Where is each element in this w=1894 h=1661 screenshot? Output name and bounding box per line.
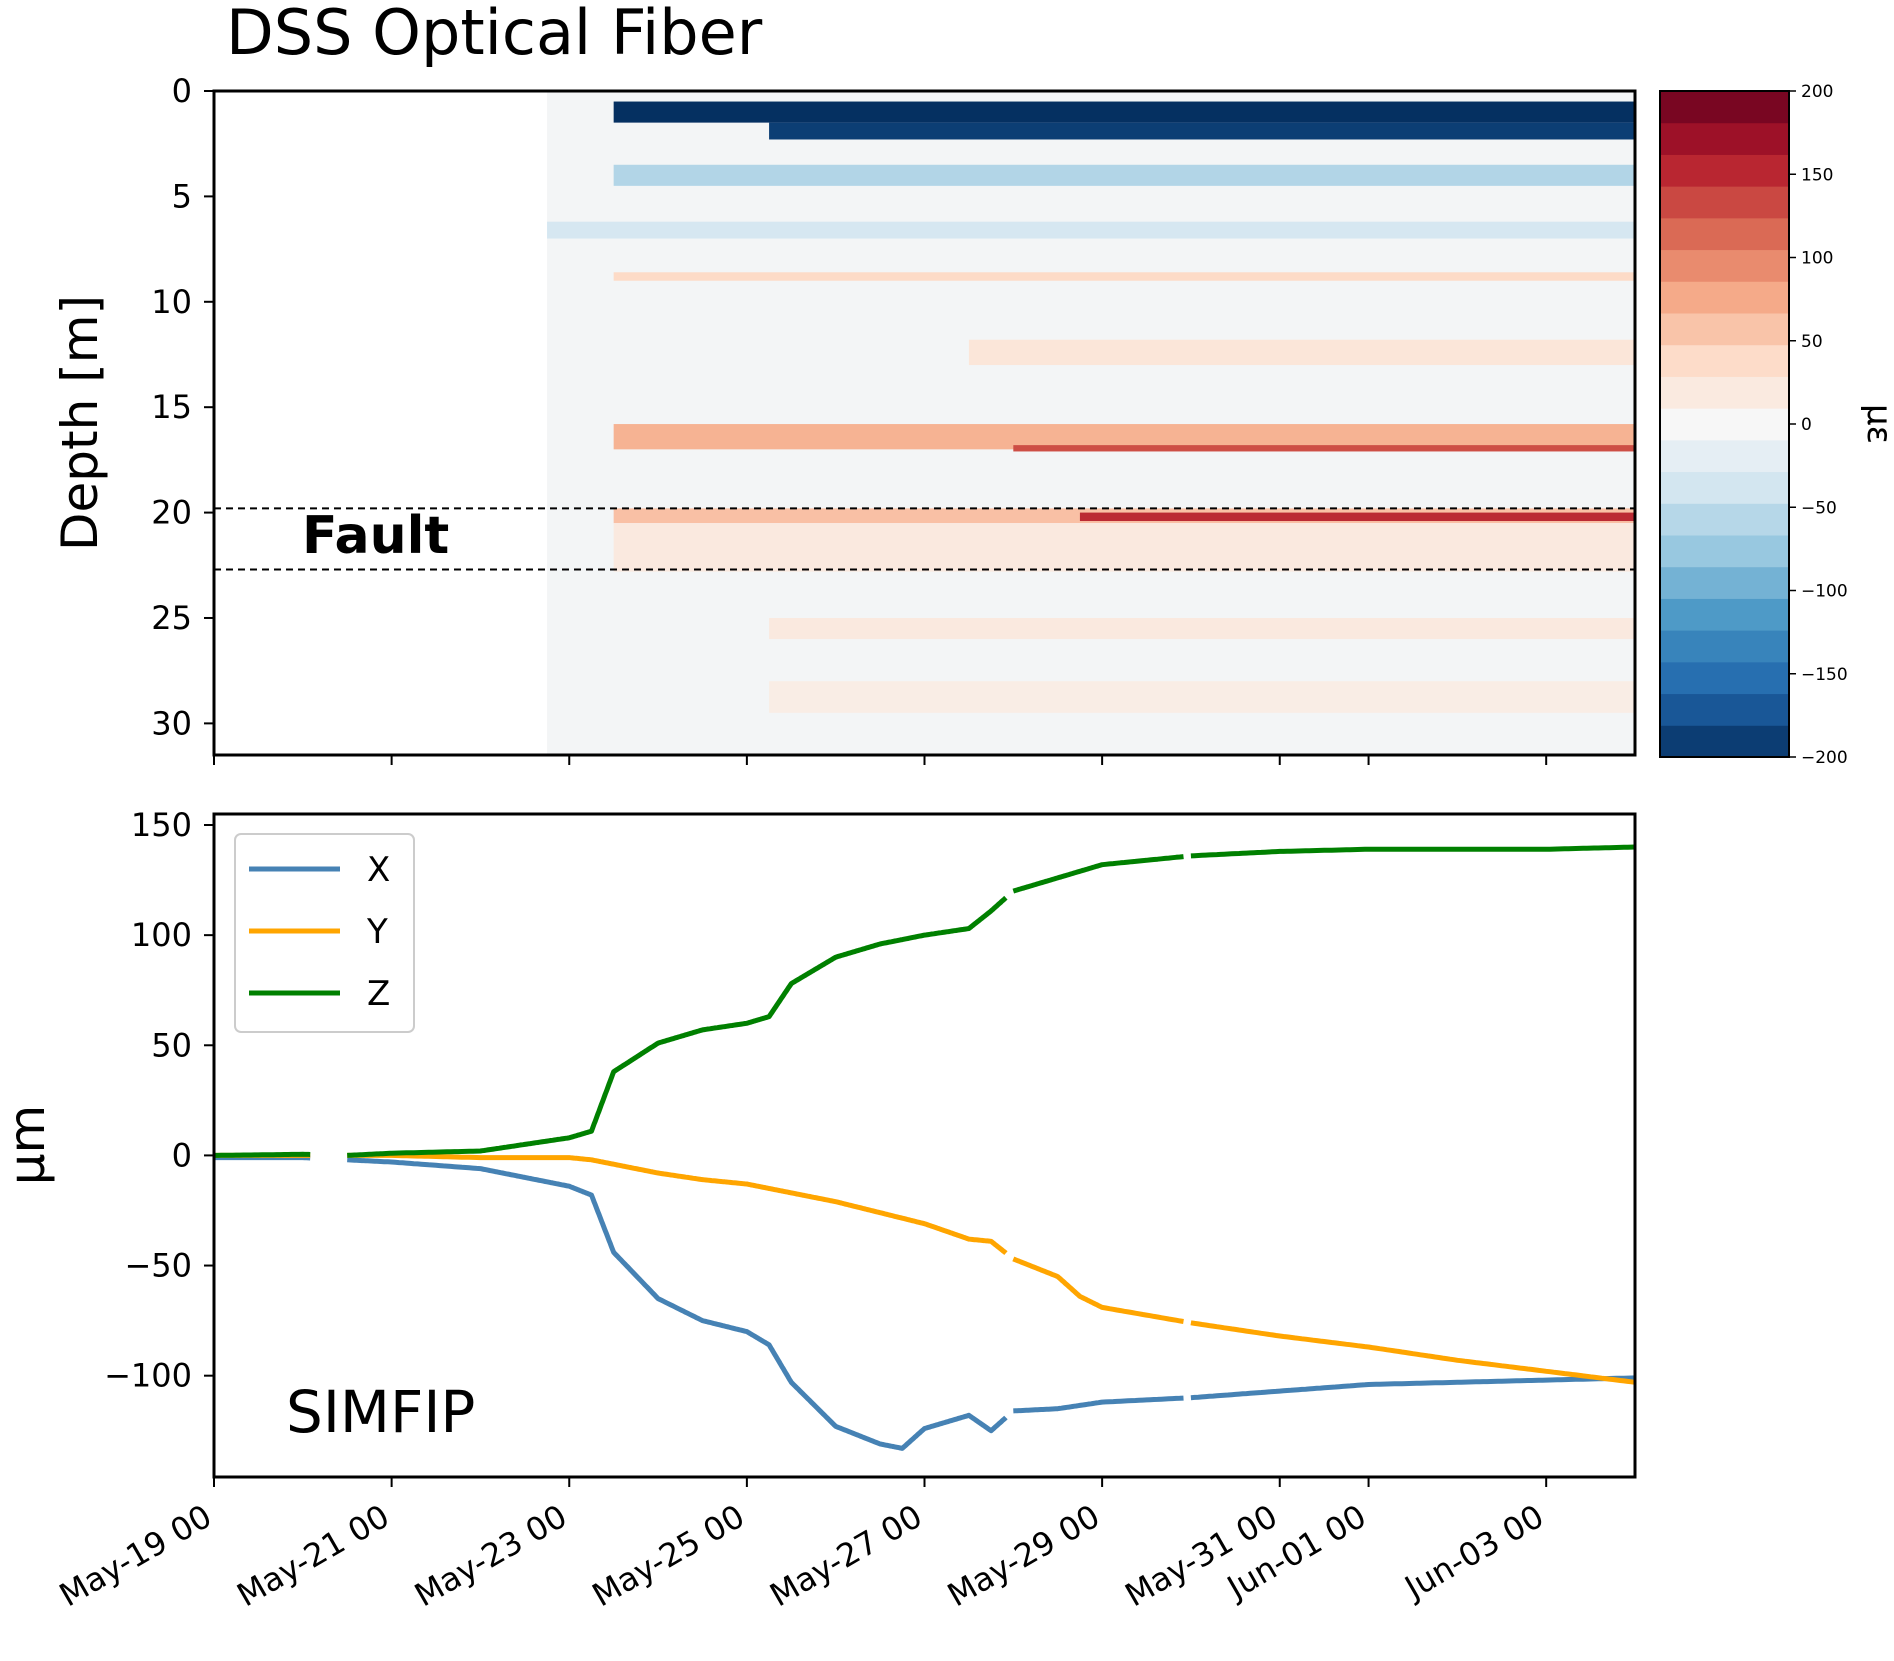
line-plot-y-axis: 150 100 50 0 −50 −100 [104, 806, 214, 1395]
colorbar-level [1660, 693, 1789, 726]
colorbar-tick-label: 0 [1801, 415, 1812, 435]
x-tick-label: May-27 00 [763, 1497, 928, 1614]
line-plot-area [214, 844, 1636, 1451]
fault-annotation: Fault [302, 506, 449, 566]
colorbar-tick-label: −150 [1801, 665, 1848, 685]
colorbar-level [1660, 186, 1789, 219]
colorbar-level [1660, 661, 1789, 695]
colorbar-level [1660, 535, 1789, 568]
line-plot-x-axis: May-19 00 May-21 00 May-23 00 May-25 00 May-… [53, 1477, 1550, 1614]
y-tick-label: 15 [151, 388, 192, 426]
colorbar-level [1660, 249, 1789, 282]
legend-label: Z [367, 974, 390, 1014]
heatmap-band [547, 221, 1635, 239]
colorbar-tick-label: 150 [1801, 165, 1833, 185]
colorbar-tick-label: 100 [1801, 249, 1833, 269]
simfip-annotation: SIMFIP [286, 1378, 475, 1446]
colorbar-level [1660, 122, 1789, 155]
colorbar-level [1660, 566, 1789, 599]
legend: XYZ [234, 833, 415, 1033]
y-tick-label: 100 [131, 916, 192, 954]
x-tick-label: Jun-03 00 [1397, 1497, 1550, 1607]
heatmap-background [547, 91, 1635, 755]
colorbar-level [1660, 439, 1789, 473]
heatmap-y-label: Depth [m] [51, 295, 109, 551]
x-tick-label: May-25 00 [586, 1497, 751, 1614]
y-tick-label: −100 [104, 1357, 192, 1395]
x-tick-label: May-19 00 [53, 1497, 218, 1614]
colorbar-level [1660, 598, 1789, 631]
legend-label: X [367, 850, 390, 890]
heatmap-area [547, 91, 1635, 755]
colorbar-level [1660, 630, 1789, 663]
colorbar-tick-label: −50 [1801, 498, 1837, 518]
y-tick-label: 10 [151, 283, 192, 321]
colorbar-level [1660, 154, 1789, 187]
legend-label: Y [366, 912, 388, 952]
colorbar-tick-label: 200 [1801, 82, 1833, 102]
heatmap-band [769, 122, 1635, 140]
x-tick-label: May-23 00 [408, 1497, 573, 1614]
y-tick-label: 5 [172, 177, 192, 215]
heatmap-band [613, 164, 1635, 186]
colorbar-level [1660, 471, 1789, 504]
colorbar-tick-label: 50 [1801, 332, 1823, 352]
heatmap-band [769, 681, 1635, 713]
colorbar-level [1660, 344, 1789, 377]
colorbar-level [1660, 408, 1789, 441]
colorbar-level [1660, 91, 1789, 124]
heatmap-band [613, 101, 1635, 123]
y-tick-label: 50 [151, 1026, 192, 1064]
heatmap-band [769, 617, 1635, 640]
colorbar-label: με [1859, 404, 1894, 444]
colorbar-level [1660, 217, 1789, 251]
heatmap-band [968, 339, 1635, 366]
colorbar-axis: 200 150 100 50 0 −50 −100 −150 −200 [1789, 82, 1848, 768]
colorbar-level [1660, 281, 1789, 314]
line-plot-y-label: μm [0, 1105, 56, 1186]
heatmap-y-axis: 0 5 10 15 20 25 30 [151, 72, 214, 742]
colorbar-level [1660, 313, 1789, 346]
x-tick-label: May-29 00 [941, 1497, 1106, 1614]
heatmap-band [613, 424, 1635, 450]
colorbar-tick-label: −200 [1801, 748, 1848, 768]
fault-zone [214, 507, 1635, 571]
heatmap-band [613, 523, 1635, 572]
colorbar-level [1660, 376, 1789, 409]
series-line-y [214, 1152, 1636, 1385]
heatmap-band [613, 272, 1635, 281]
y-tick-label: 0 [172, 1136, 192, 1174]
series-line-z [214, 844, 1636, 1158]
y-tick-label: 150 [131, 806, 192, 844]
y-tick-label: 25 [151, 599, 192, 637]
heatmap-band [1079, 512, 1635, 522]
heatmap-x-axis [213, 755, 1548, 765]
y-tick-label: −50 [124, 1247, 192, 1285]
x-tick-label: May-21 00 [230, 1497, 395, 1614]
colorbar-level [1660, 503, 1789, 536]
heatmap-band [1013, 445, 1635, 452]
colorbar [1660, 91, 1789, 758]
y-tick-label: 0 [172, 72, 192, 110]
colorbar-level [1660, 725, 1789, 758]
colorbar-tick-label: −100 [1801, 582, 1848, 602]
chart-title: DSS Optical Fiber [226, 0, 763, 69]
y-tick-label: 30 [151, 704, 192, 742]
y-tick-label: 20 [151, 494, 192, 532]
